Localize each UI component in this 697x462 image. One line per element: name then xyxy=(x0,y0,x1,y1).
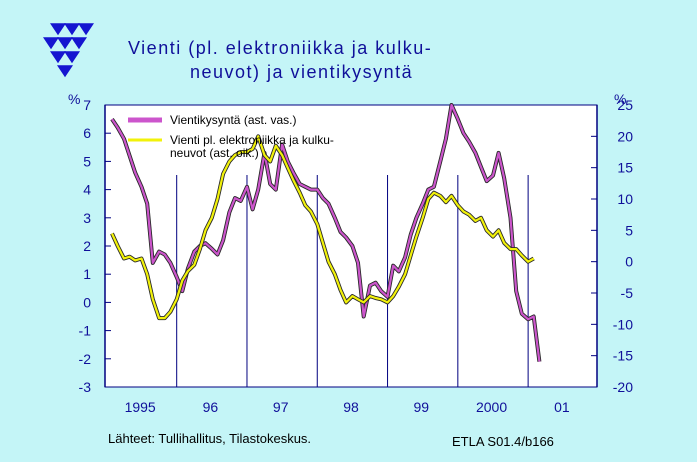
left-tick-label: 4 xyxy=(83,182,91,198)
legend-label-vientikysynta: Vientikysyntä (ast. vas.) xyxy=(170,113,297,127)
left-tick-label: 5 xyxy=(83,153,91,169)
etla-logo-icon xyxy=(43,23,94,78)
x-tick-label: 2000 xyxy=(476,399,507,415)
right-tick-label: 0 xyxy=(625,254,633,270)
logo-triangle xyxy=(64,23,80,36)
x-tick-label: 96 xyxy=(203,399,219,415)
right-tick-label: -20 xyxy=(613,379,633,395)
left-tick-label: 7 xyxy=(83,97,91,113)
left-tick-label: 6 xyxy=(83,125,91,141)
right-tick-label: -5 xyxy=(621,285,634,301)
footer-sources: Lähteet: Tullihallitus, Tilastokeskus. xyxy=(108,431,311,446)
x-tick-label: 98 xyxy=(343,399,359,415)
left-tick-label: -2 xyxy=(79,351,92,367)
series-line-0 xyxy=(111,103,541,362)
logo-triangle xyxy=(50,51,66,64)
left-axis-unit: % xyxy=(68,91,80,107)
x-tick-label: 97 xyxy=(273,399,289,415)
logo-triangle xyxy=(64,51,80,64)
x-tick-label: 1995 xyxy=(125,399,156,415)
x-tick-label: 99 xyxy=(413,399,429,415)
right-tick-label: 15 xyxy=(617,160,633,176)
right-tick-label: 10 xyxy=(617,191,633,207)
left-tick-label: 2 xyxy=(83,238,91,254)
logo-triangle xyxy=(50,23,66,36)
logo-triangle xyxy=(57,65,73,78)
logo-triangle xyxy=(71,37,87,50)
left-tick-label: 0 xyxy=(83,294,91,310)
logo-triangle xyxy=(43,37,59,50)
legend-label-vienti-line-1: Vienti pl. elektroniikka ja kulku- xyxy=(170,133,334,147)
left-tick-label: -3 xyxy=(79,379,92,395)
left-axis: 7 6 5 4 3 2 1 0 -1 -2 -3 xyxy=(79,97,111,395)
chart-title-line-2: neuvot) ja vientikysyntä xyxy=(190,62,413,82)
right-axis: 25 20 15 10 5 0 -5 -10 -15 -20 xyxy=(591,97,633,395)
right-tick-label: 25 xyxy=(617,97,633,113)
series-layer xyxy=(110,103,542,362)
x-axis: 1995 96 97 98 99 2000 01 xyxy=(125,399,570,415)
chart-title-line-1: Vienti (pl. elektroniikka ja kulku- xyxy=(128,38,432,58)
legend-label-vienti-line-2: neuvot (ast. oik.) xyxy=(170,146,259,160)
footer-code: ETLA S01.4/b166 xyxy=(452,434,554,449)
x-tick-label: 01 xyxy=(554,399,570,415)
logo-triangle xyxy=(57,37,73,50)
left-tick-label: 1 xyxy=(83,266,91,282)
right-axis-unit: % xyxy=(614,91,626,107)
right-tick-label: 5 xyxy=(625,222,633,238)
right-tick-label: -10 xyxy=(613,316,633,332)
right-tick-label: -15 xyxy=(613,348,633,364)
series-line-1 xyxy=(110,135,535,320)
left-tick-label: -1 xyxy=(79,323,92,339)
logo-triangle xyxy=(78,23,94,36)
right-tick-label: 20 xyxy=(617,128,633,144)
left-tick-label: 3 xyxy=(83,210,91,226)
legend: Vientikysyntä (ast. vas.) Vienti pl. ele… xyxy=(128,113,334,160)
